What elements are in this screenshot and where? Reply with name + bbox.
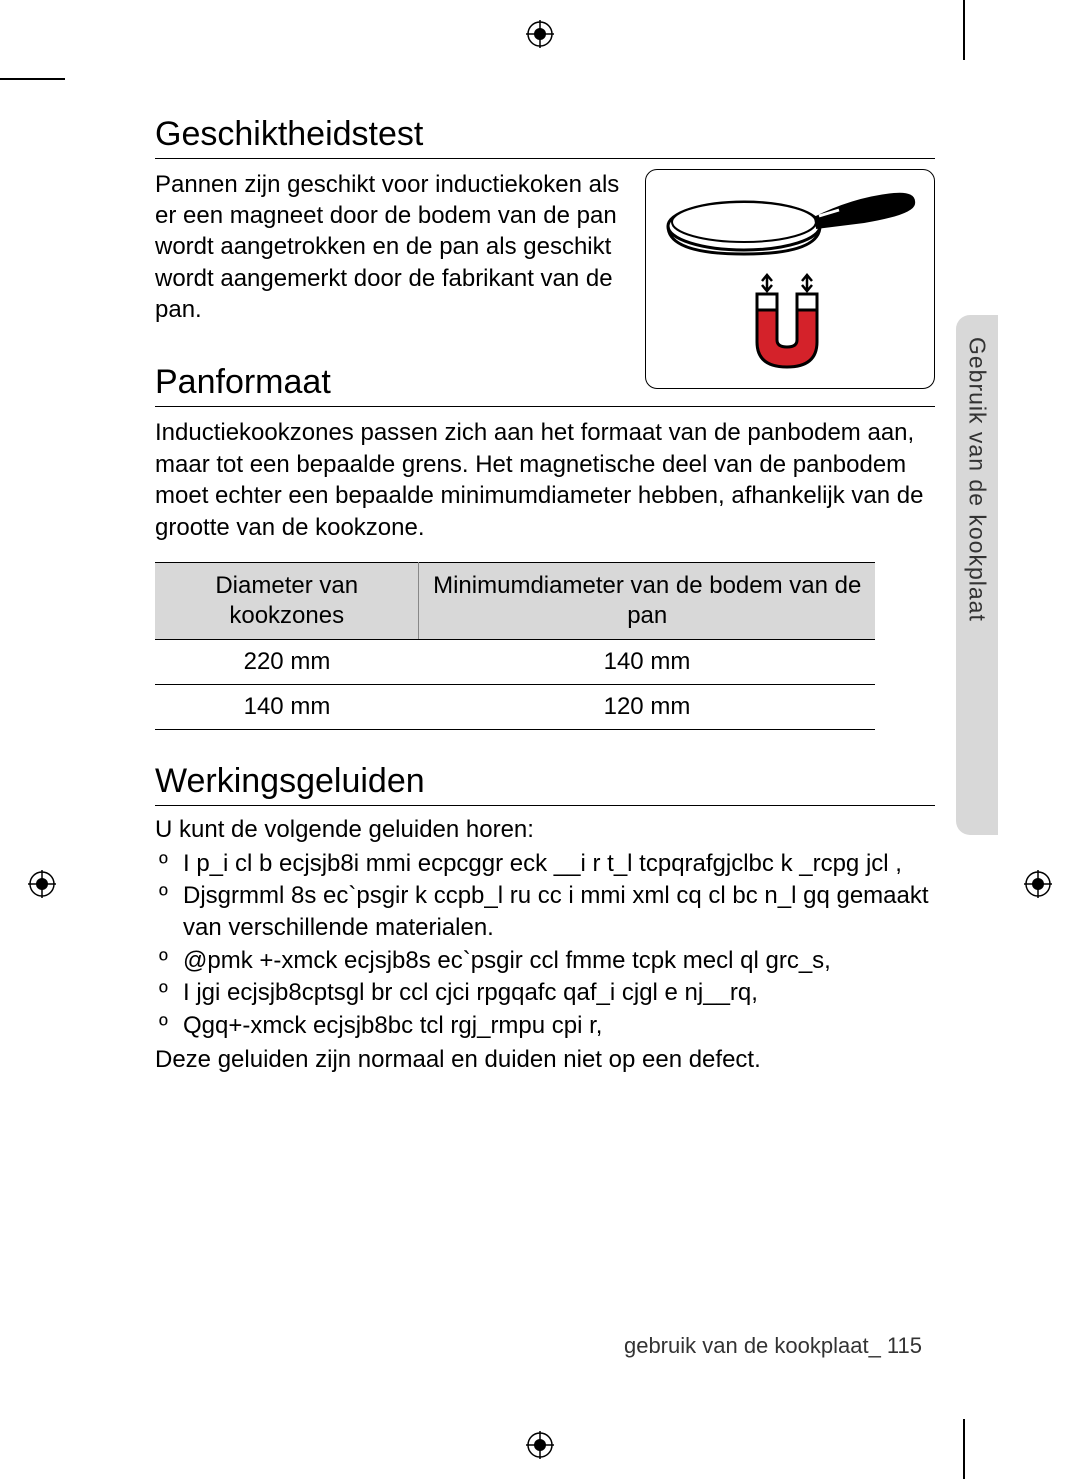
list-item: Djsgrmml 8s ec`psgir k ccpb_l ru cc i mm… bbox=[155, 880, 935, 945]
registration-mark-icon bbox=[28, 870, 56, 898]
crop-mark bbox=[963, 0, 965, 60]
side-tab: Gebruik van de kookplaat bbox=[956, 315, 998, 835]
sounds-intro: U kunt de volgende geluiden horen: bbox=[155, 816, 935, 844]
cell-min: 140 mm bbox=[419, 639, 875, 684]
pan-magnet-figure bbox=[645, 169, 935, 389]
magnet-icon bbox=[742, 272, 832, 372]
cell-zone: 220 mm bbox=[155, 639, 419, 684]
heading-werkingsgeluiden: Werkingsgeluiden bbox=[155, 762, 935, 806]
list-item: I jgi ecjsjb8cptsgl br ccl cjci rpgqafc … bbox=[155, 977, 935, 1009]
registration-mark-icon bbox=[1024, 870, 1052, 898]
page-content: Geschiktheidstest Pannen zijn geschikt v… bbox=[155, 115, 935, 1074]
table-row: 220 mm 140 mm bbox=[155, 639, 875, 684]
frying-pan-icon bbox=[664, 188, 918, 278]
crop-mark bbox=[0, 78, 65, 80]
sounds-list: I p_i cl b ecjsjb8i mmi ecpcggr eck __i … bbox=[155, 848, 935, 1042]
cell-zone: 140 mm bbox=[155, 684, 419, 729]
cell-min: 120 mm bbox=[419, 684, 875, 729]
registration-mark-icon bbox=[526, 1431, 554, 1459]
col-header-zone-diameter: Diameter van kookzones bbox=[155, 562, 419, 639]
geschiktheidstest-text: Pannen zijn geschikt voor inductiekoken … bbox=[155, 169, 625, 325]
crop-mark bbox=[963, 1419, 965, 1479]
table-row: 140 mm 120 mm bbox=[155, 684, 875, 729]
table-header-row: Diameter van kookzones Minimumdiameter v… bbox=[155, 562, 875, 639]
col-header-min-pan-diameter: Minimumdiameter van de bodem van de pan bbox=[419, 562, 875, 639]
page-footer: gebruik van de kookplaat_ 115 bbox=[624, 1333, 922, 1359]
list-item: I p_i cl b ecjsjb8i mmi ecpcggr eck __i … bbox=[155, 848, 935, 880]
list-item: @pmk +-xmck ecjsjb8s ec`psgir ccl fmme t… bbox=[155, 945, 935, 977]
pan-size-table: Diameter van kookzones Minimumdiameter v… bbox=[155, 562, 875, 730]
side-tab-label: Gebruik van de kookplaat bbox=[964, 337, 991, 622]
list-item: Qgq+-xmck ecjsjb8bc tcl rgj_rmpu cpi r, bbox=[155, 1010, 935, 1042]
sounds-outro: Deze geluiden zijn normaal en duiden nie… bbox=[155, 1046, 935, 1074]
registration-mark-icon bbox=[526, 20, 554, 48]
heading-geschiktheidstest: Geschiktheidstest bbox=[155, 115, 935, 159]
panformaat-text: Inductiekookzones passen zich aan het fo… bbox=[155, 417, 935, 544]
